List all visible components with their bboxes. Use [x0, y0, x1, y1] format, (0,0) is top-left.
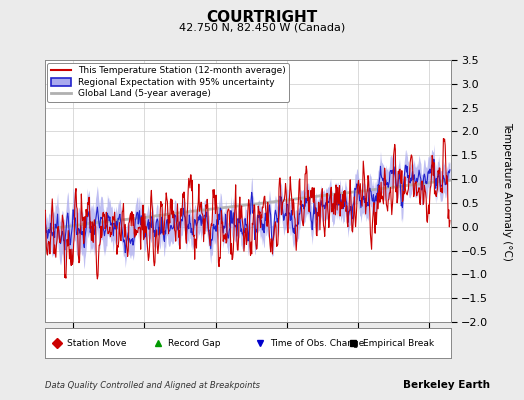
- Text: Empirical Break: Empirical Break: [363, 338, 434, 348]
- Text: Record Gap: Record Gap: [168, 338, 221, 348]
- Text: COURTRIGHT: COURTRIGHT: [206, 10, 318, 25]
- Text: Data Quality Controlled and Aligned at Breakpoints: Data Quality Controlled and Aligned at B…: [45, 381, 259, 390]
- Y-axis label: Temperature Anomaly (°C): Temperature Anomaly (°C): [502, 122, 512, 260]
- Text: 42.750 N, 82.450 W (Canada): 42.750 N, 82.450 W (Canada): [179, 22, 345, 32]
- Text: Time of Obs. Change: Time of Obs. Change: [270, 338, 364, 348]
- Legend: This Temperature Station (12-month average), Regional Expectation with 95% uncer: This Temperature Station (12-month avera…: [47, 63, 289, 102]
- Text: Station Move: Station Move: [67, 338, 126, 348]
- Text: Berkeley Earth: Berkeley Earth: [403, 380, 490, 390]
